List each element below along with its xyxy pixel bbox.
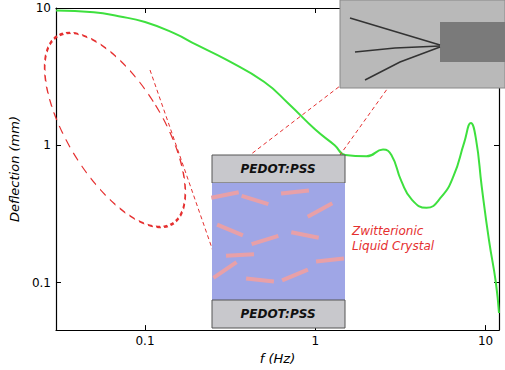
svg-text:10: 10 <box>36 1 51 15</box>
svg-text:Zwitterionic: Zwitterionic <box>351 224 424 238</box>
svg-text:f (Hz): f (Hz) <box>260 351 295 366</box>
svg-text:PEDOT:PSS: PEDOT:PSS <box>240 162 315 176</box>
svg-text:Liquid Crystal: Liquid Crystal <box>352 239 435 253</box>
svg-text:0.1: 0.1 <box>32 276 51 290</box>
svg-text:Deflection (mm): Deflection (mm) <box>7 116 22 222</box>
svg-text:0.1: 0.1 <box>135 334 154 348</box>
svg-text:10: 10 <box>478 334 493 348</box>
svg-text:1: 1 <box>43 138 51 152</box>
svg-text:PEDOT:PSS: PEDOT:PSS <box>240 307 315 321</box>
svg-text:1: 1 <box>311 334 319 348</box>
